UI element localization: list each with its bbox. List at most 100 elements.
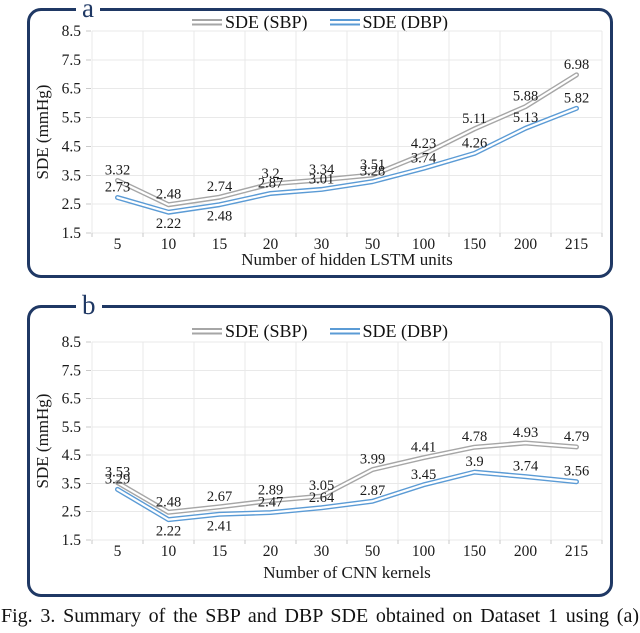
y-tick-label: 7.5 [62, 52, 82, 69]
x-tick-label: 100 [412, 236, 436, 253]
x-tick-label: 200 [514, 236, 538, 253]
data-label: 2.89 [258, 483, 283, 499]
data-label: 2.67 [207, 489, 232, 505]
legend-line-swatch [191, 19, 222, 26]
x-tick-label: 200 [514, 543, 538, 560]
data-label: 3.32 [105, 162, 130, 178]
figure-caption: Fig. 3. Summary of the SBP and DBP SDE o… [1, 605, 639, 627]
data-label: 2.87 [258, 175, 283, 191]
data-label: 4.79 [564, 429, 589, 445]
x-tick-label: 50 [365, 543, 381, 560]
series-line-core [116, 441, 578, 514]
chart-b: 3.53 2.48 2.67 2.89 3.05 3.99 4.41 4.78 4.93 4.79… [33, 334, 603, 582]
y-tick-label: 7.5 [62, 362, 82, 379]
x-tick-label: 215 [565, 543, 589, 560]
data-label: 6.98 [564, 57, 589, 73]
panel-b: b SDE (SBP) SDE (DBP) 3.53 2.48 2.67 2.89 3.0… [27, 290, 613, 597]
data-label: 5.11 [462, 111, 487, 127]
panel-b-label: b [76, 290, 102, 320]
data-label: 3.01 [309, 171, 334, 187]
x-tick-label: 10 [161, 236, 177, 253]
legend-label: SDE (SBP) [224, 12, 308, 32]
data-label: 3.74 [513, 459, 539, 475]
legend-line-swatch [329, 19, 360, 26]
y-tick-label: 5.5 [62, 110, 82, 127]
panel-a-label: a [76, 0, 100, 23]
x-tick-label: 30 [314, 236, 330, 253]
legend-label: SDE (SBP) [224, 321, 308, 341]
y-tick-label: 4.5 [62, 138, 82, 155]
y-tick-label: 1.5 [62, 532, 82, 549]
y-tick-label: 2.5 [62, 196, 82, 213]
data-label: 4.93 [513, 425, 538, 441]
legend-line-swatch [329, 328, 360, 335]
y-tick-label: 6.5 [62, 81, 82, 98]
chart-b-legend: SDE (SBP) SDE (DBP) [30, 321, 610, 342]
data-label: 2.48 [156, 494, 181, 510]
y-tick-label: 8.5 [62, 334, 82, 351]
y-tick-label: 3.5 [62, 167, 82, 184]
x-axis-title: Number of CNN kernels [263, 563, 431, 582]
x-tick-label: 20 [263, 236, 279, 253]
y-tick-label: 1.5 [62, 225, 82, 242]
legend-item: SDE (SBP) [191, 12, 308, 33]
data-label: 5.82 [564, 90, 589, 106]
data-label: 3.9 [465, 454, 483, 470]
data-label: 3.53 [105, 465, 130, 481]
series-line-core [116, 73, 578, 206]
x-tick-label: 20 [263, 543, 279, 560]
data-label: 4.78 [462, 429, 487, 445]
data-label: 2.22 [156, 216, 181, 232]
data-label: 3.28 [360, 164, 385, 180]
y-tick-label: 6.5 [62, 391, 82, 408]
data-label: 5.13 [513, 110, 538, 126]
x-tick-label: 5 [114, 236, 122, 253]
y-tick-label: 5.5 [62, 419, 82, 436]
data-label: 2.48 [207, 209, 232, 225]
chart-a-legend: SDE (SBP) SDE (DBP) [30, 12, 610, 33]
legend-line-swatch [191, 328, 222, 335]
legend-item: SDE (SBP) [191, 321, 308, 342]
y-tick-label: 2.5 [62, 504, 82, 521]
data-label: 2.41 [207, 518, 232, 534]
y-axis-title: SDE (mmHg) [33, 85, 52, 180]
data-label: 4.23 [411, 136, 436, 152]
data-label: 3.34 [309, 162, 335, 178]
x-tick-label: 10 [161, 543, 177, 560]
data-label: 4.26 [462, 135, 487, 151]
x-tick-label: 5 [114, 543, 122, 560]
legend-item: SDE (DBP) [329, 12, 449, 33]
y-tick-label: 8.5 [62, 23, 82, 40]
data-label: 3.51 [360, 157, 385, 173]
x-tick-label: 30 [314, 543, 330, 560]
data-label: 3.2 [261, 166, 279, 182]
x-tick-label: 215 [565, 236, 589, 253]
x-tick-label: 150 [463, 543, 487, 560]
data-label: 3.05 [309, 478, 334, 494]
data-label: 2.73 [105, 180, 130, 196]
x-tick-label: 15 [212, 543, 228, 560]
x-tick-label: 15 [212, 236, 228, 253]
data-label: 2.47 [258, 495, 283, 511]
y-tick-label: 3.5 [62, 475, 82, 492]
data-label: 3.99 [360, 452, 385, 468]
data-label: 2.74 [207, 179, 233, 195]
series-line-core [116, 107, 578, 214]
data-label: 2.48 [156, 187, 181, 203]
data-label: 5.88 [513, 89, 538, 105]
data-label: 2.22 [156, 524, 181, 540]
legend-label: SDE (DBP) [362, 321, 449, 341]
series-line-core [116, 471, 578, 521]
legend-item: SDE (DBP) [329, 321, 449, 342]
data-label: 4.41 [411, 440, 436, 456]
legend-label: SDE (DBP) [362, 12, 449, 32]
data-label: 3.45 [411, 467, 436, 483]
x-axis-title: Number of hidden LSTM units [241, 250, 453, 269]
data-label: 2.87 [360, 483, 385, 499]
x-tick-label: 50 [365, 236, 381, 253]
x-tick-label: 150 [463, 236, 487, 253]
y-axis-title: SDE (mmHg) [33, 394, 52, 489]
data-label: 3.29 [105, 471, 130, 487]
panel-a: a SDE (SBP) SDE (DBP) 3.32 2.48 2.74 3.2 3.34… [27, 0, 613, 278]
data-label: 2.64 [309, 490, 335, 506]
